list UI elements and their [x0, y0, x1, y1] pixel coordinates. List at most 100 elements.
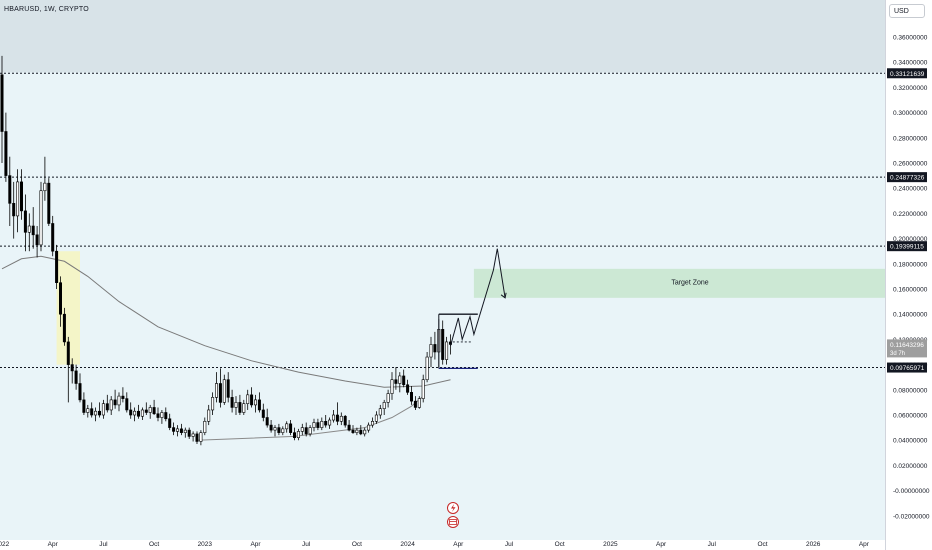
- candle: [312, 418, 316, 432]
- price-tick-label: 0.36000000: [893, 35, 928, 42]
- candle-body: [203, 420, 207, 433]
- candle-body: [70, 364, 74, 372]
- candle: [183, 427, 187, 438]
- price-countdown-label: 3d 7h: [890, 351, 905, 357]
- price-tick-label: 0.06000000: [893, 413, 928, 420]
- levels-layer: [0, 72, 885, 369]
- price-tick-label: 0.14000000: [893, 312, 928, 319]
- candle-body: [183, 429, 187, 433]
- time-tick-label: Oct: [757, 541, 767, 548]
- candle: [164, 407, 168, 422]
- time-tick-label: Jul: [708, 541, 717, 548]
- time-tick-label: Apr: [250, 541, 261, 548]
- time-tick-label: Oct: [352, 541, 362, 548]
- time-tick-label: Jul: [302, 541, 311, 548]
- level-label: 0.19399115: [890, 244, 924, 251]
- candle: [31, 207, 35, 249]
- candle: [66, 336, 70, 403]
- candle-body: [39, 190, 43, 246]
- candle-body: [0, 74, 4, 132]
- candle: [105, 394, 109, 413]
- candle: [218, 368, 222, 408]
- candle: [133, 407, 137, 422]
- candle: [117, 392, 121, 412]
- current-price-label: 0.11643296: [890, 342, 924, 349]
- candle-body: [281, 428, 285, 433]
- icons-layer[interactable]: [447, 502, 459, 528]
- candle: [320, 417, 324, 431]
- candle-body: [406, 384, 410, 393]
- candle: [35, 226, 39, 258]
- candle-body: [386, 393, 390, 403]
- price-tick-label: 0.04000000: [893, 438, 928, 445]
- candle: [363, 427, 367, 437]
- candle: [94, 407, 98, 422]
- time-axis[interactable]: 2022 Apr Jul Oct 2023 Apr Jul Oct 2024 Apr Jul Oct 2…: [0, 541, 870, 548]
- event-flag-icon[interactable]: [447, 516, 459, 528]
- candle: [27, 213, 31, 252]
- candle: [445, 336, 449, 365]
- candle: [172, 422, 176, 436]
- candle-body: [343, 415, 347, 426]
- candle: [382, 399, 386, 415]
- time-tick-label: Jul: [505, 541, 514, 548]
- level-label-bg: [887, 68, 927, 79]
- candle: [429, 336, 433, 368]
- candle: [90, 402, 94, 418]
- candle: [328, 417, 332, 429]
- candle-body: [339, 415, 343, 422]
- candle-body: [300, 427, 304, 432]
- candle-body: [351, 429, 355, 433]
- candle: [70, 358, 74, 384]
- candle: [160, 409, 164, 424]
- candle-body: [331, 414, 335, 421]
- candle: [242, 399, 246, 415]
- candle-body: [172, 427, 176, 432]
- lightning-icon[interactable]: [447, 502, 459, 514]
- candle-body: [35, 234, 39, 246]
- price-axis[interactable]: 0.36000000 0.34000000 0.32000000 0.30000000…: [887, 35, 930, 521]
- price-tick-label: 0.02000000: [893, 463, 928, 470]
- candle: [203, 417, 207, 436]
- currency-badge[interactable]: USD: [889, 4, 925, 18]
- time-tick-label: Jul: [99, 541, 108, 548]
- candle: [86, 404, 90, 418]
- candle-body: [413, 400, 417, 408]
- candle-body: [246, 394, 250, 404]
- candle: [339, 412, 343, 426]
- candle-body: [148, 407, 152, 413]
- candle-body: [19, 181, 23, 212]
- time-tick-label: 2024: [400, 541, 415, 548]
- candle-body: [58, 282, 62, 315]
- candle: [296, 428, 300, 441]
- candle: [289, 420, 293, 436]
- candle-body: [296, 431, 300, 438]
- candle-body: [105, 403, 109, 411]
- candle: [191, 431, 195, 442]
- candle-body: [308, 427, 312, 435]
- candle: [51, 215, 55, 257]
- candle-body: [335, 414, 339, 422]
- candle: [39, 181, 43, 252]
- candle: [370, 417, 374, 428]
- candle-body: [250, 394, 254, 406]
- candle: [78, 373, 82, 403]
- candle-body: [285, 423, 289, 430]
- candle-body: [320, 420, 324, 428]
- candle: [98, 402, 102, 418]
- drawings-layer: [438, 248, 507, 370]
- candle: [277, 423, 281, 436]
- symbol-title[interactable]: HBARUSD, 1W, CRYPTO: [4, 6, 89, 13]
- candle: [55, 244, 59, 289]
- candle-body: [433, 344, 437, 353]
- candle-body: [101, 403, 105, 416]
- candle-body: [164, 412, 168, 420]
- price-axis-background: [885, 0, 932, 550]
- candle: [101, 399, 105, 419]
- candle-body: [66, 341, 70, 365]
- candle: [62, 307, 66, 346]
- price-tick-label: 0.22000000: [893, 211, 928, 218]
- candle: [230, 389, 234, 413]
